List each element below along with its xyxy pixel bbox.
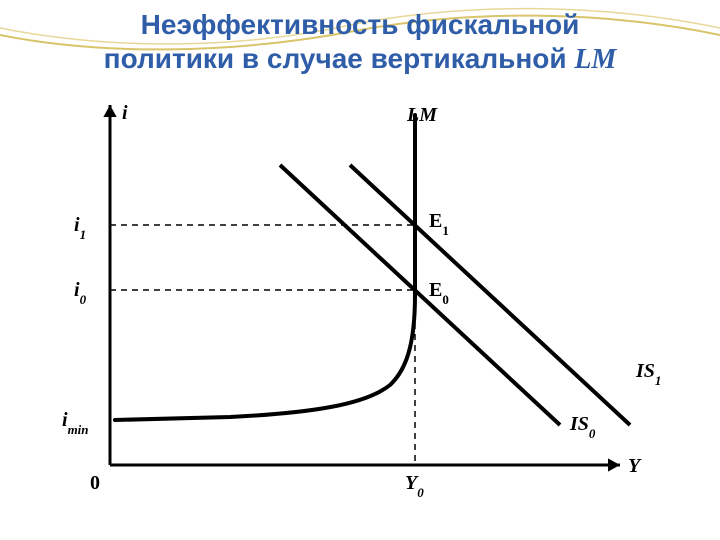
is1-label: IS1	[635, 360, 661, 388]
title-line2: политики в случае вертикальной	[104, 43, 575, 74]
x-axis-label: Y	[628, 455, 642, 477]
chart: Yi0LMIS0IS1i1i0iminY0E1E0	[30, 95, 670, 515]
i1-label: i1	[74, 214, 86, 242]
is1-curve	[350, 165, 630, 425]
e1-label: E1	[429, 210, 449, 238]
chart-svg: Yi0LMIS0IS1i1i0iminY0E1E0	[30, 95, 670, 515]
imin-label: imin	[62, 409, 89, 437]
i0-label: i0	[74, 279, 87, 307]
slide-title: Неэффективность фискальной политики в сл…	[0, 8, 720, 76]
e0-label: E0	[429, 279, 449, 307]
is0-label: IS0	[569, 413, 596, 441]
is0-curve	[280, 165, 560, 425]
x-axis-arrow	[608, 458, 620, 471]
y0-label: Y0	[405, 472, 424, 500]
slide: Неэффективность фискальной политики в сл…	[0, 0, 720, 540]
title-line1: Неэффективность фискальной	[141, 9, 580, 40]
lm-curve	[115, 115, 415, 420]
origin-label: 0	[90, 472, 100, 494]
title-emph: LM	[574, 44, 616, 75]
y-axis-arrow	[103, 105, 116, 117]
lm-label: LM	[406, 104, 438, 126]
y-axis-label: i	[122, 102, 128, 124]
